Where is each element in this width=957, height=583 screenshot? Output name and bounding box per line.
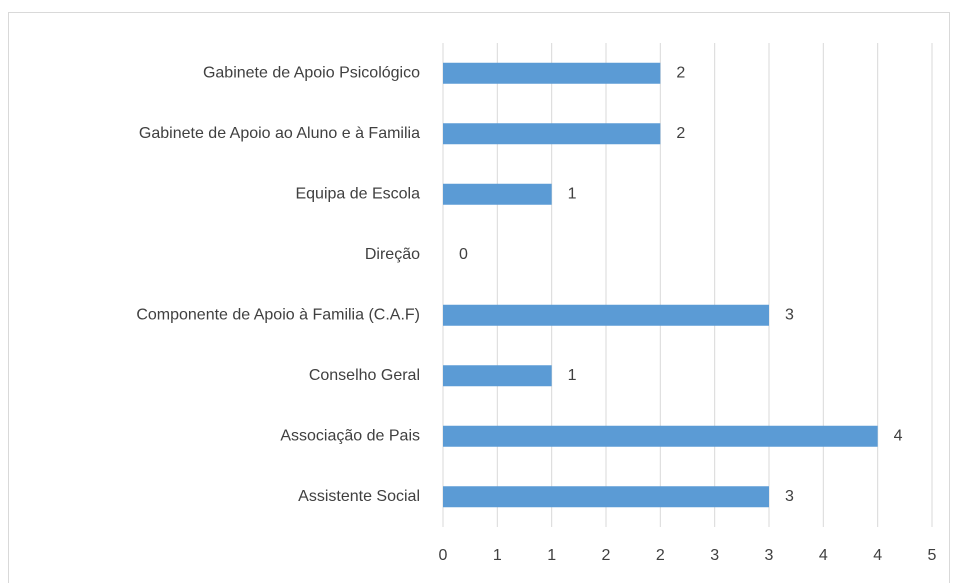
- x-tick-label: 3: [710, 547, 719, 564]
- data-label: 4: [894, 427, 903, 444]
- y-tick-label: Equipa de Escola: [295, 185, 420, 202]
- data-label: 2: [676, 64, 685, 81]
- x-tick-label: 4: [819, 547, 828, 564]
- data-label: 1: [568, 367, 577, 384]
- data-label: 1: [568, 185, 577, 202]
- y-tick-label: Conselho Geral: [309, 367, 420, 384]
- bar: [443, 123, 661, 145]
- y-tick-label: Gabinete de Apoio Psicológico: [203, 64, 420, 81]
- data-label: 2: [676, 125, 685, 142]
- bar: [443, 62, 661, 84]
- bar: [443, 304, 769, 326]
- bar: [443, 486, 769, 508]
- y-tick-label: Direção: [365, 246, 420, 263]
- y-tick-label: Associação de Pais: [280, 427, 420, 444]
- x-tick-label: 0: [439, 547, 448, 564]
- x-tick-label: 2: [656, 547, 665, 564]
- y-tick-label: Assistente Social: [298, 488, 420, 505]
- bar: [443, 183, 552, 205]
- data-label: 0: [459, 246, 468, 263]
- bar: [443, 425, 878, 447]
- x-tick-label: 2: [602, 547, 611, 564]
- x-tick-label: 4: [873, 547, 882, 564]
- bar: [443, 365, 552, 387]
- data-label: 3: [785, 488, 794, 505]
- x-tick-label: 5: [928, 547, 937, 564]
- x-tick-label: 1: [493, 547, 502, 564]
- y-tick-label: Gabinete de Apoio ao Aluno e à Familia: [139, 125, 420, 142]
- data-label: 3: [785, 306, 794, 323]
- x-tick-label: 1: [547, 547, 556, 564]
- x-tick-label: 3: [765, 547, 774, 564]
- y-tick-label: Componente de Apoio à Familia (C.A.F): [136, 306, 420, 323]
